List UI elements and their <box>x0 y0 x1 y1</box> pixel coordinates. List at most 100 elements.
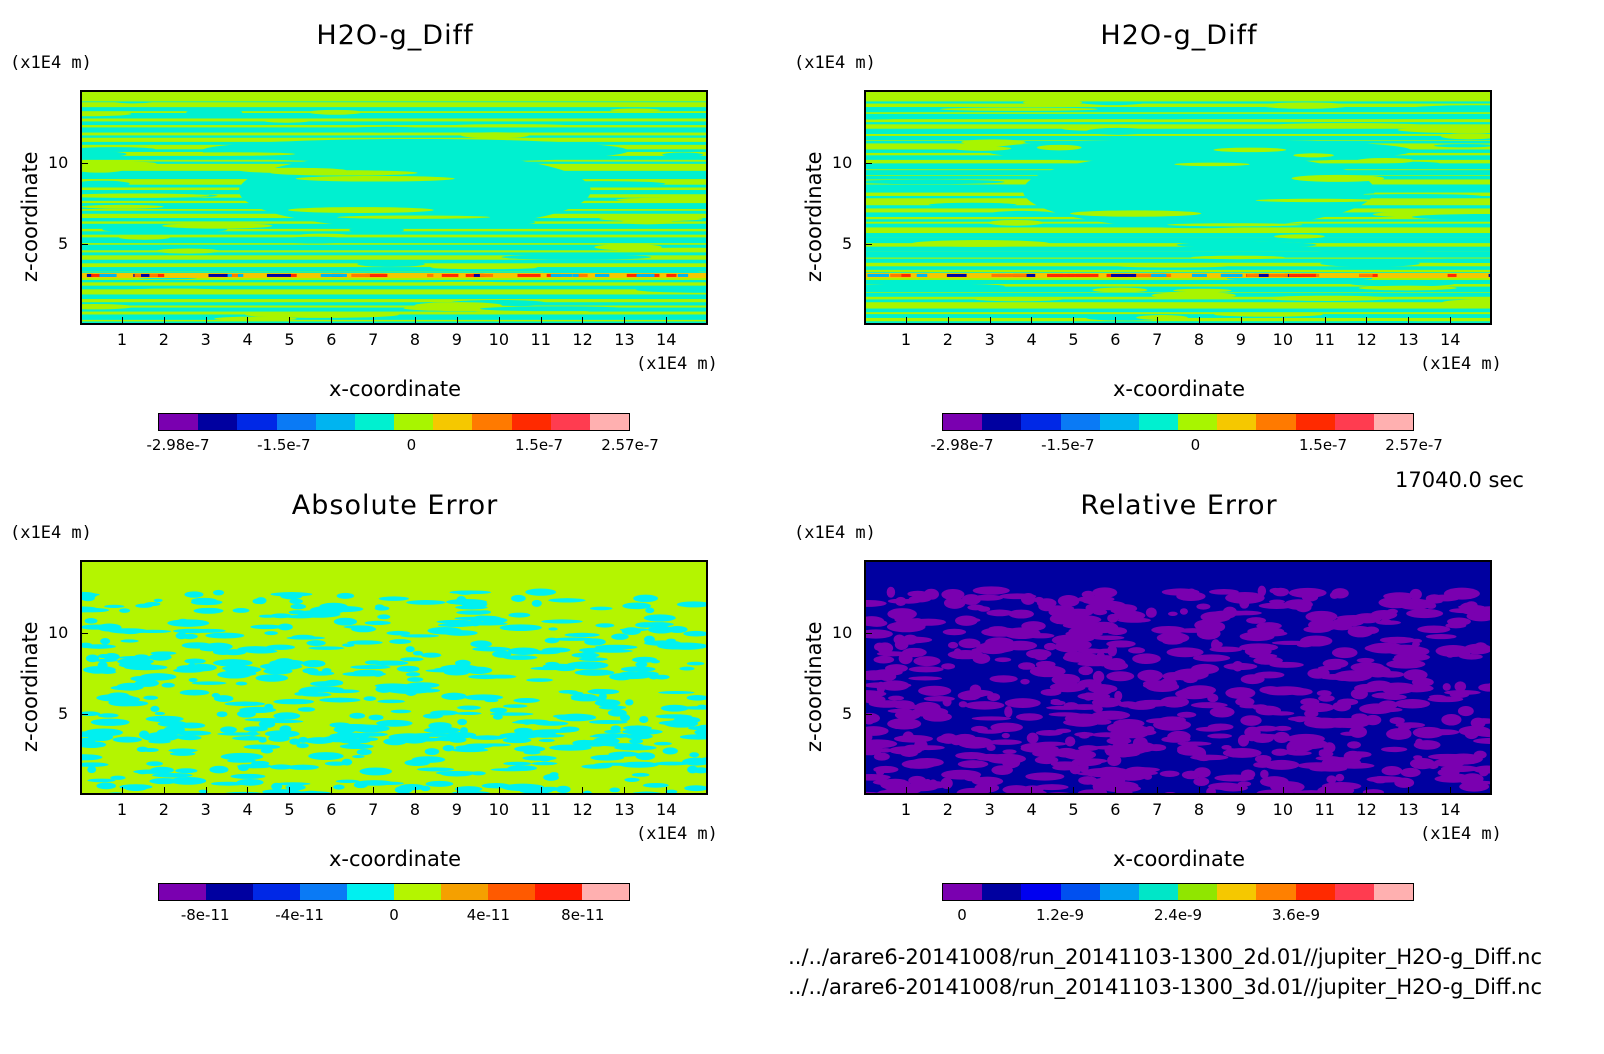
x-tick-mark <box>414 787 416 795</box>
field-band <box>866 258 1490 263</box>
x-axis-label: x-coordinate <box>328 377 461 401</box>
field-band <box>82 314 706 320</box>
colorbar-swatch <box>441 884 488 900</box>
x-tick-label: 8 <box>1193 800 1205 819</box>
x-tick-mark <box>289 317 291 325</box>
x-tick-mark <box>989 317 991 325</box>
y-axis-label: z-coordinate <box>18 621 42 752</box>
x-tick-label: 1 <box>900 330 912 349</box>
colorbar-label: 2.57e-7 <box>601 436 659 454</box>
x-tick-label: 11 <box>1314 330 1335 349</box>
heatmap-field <box>866 92 1490 323</box>
x-unit-label: (x1E4 m) <box>636 824 718 844</box>
field-band <box>82 252 706 256</box>
field-band <box>82 135 706 138</box>
colorbar-swatch <box>535 884 582 900</box>
colorbar-swatch <box>206 884 253 900</box>
colorbar-label: 2.57e-7 <box>1385 436 1443 454</box>
x-tick-label: 3 <box>984 800 995 819</box>
x-tick-mark <box>1366 317 1368 325</box>
x-tick-mark <box>989 787 991 795</box>
chart-title: H2O-g_Diff <box>1100 20 1258 51</box>
colorbar <box>158 413 630 431</box>
y-tick-mark <box>80 243 88 245</box>
x-tick-mark <box>540 317 542 325</box>
colorbar-swatch <box>1178 884 1218 900</box>
x-tick-label: 5 <box>1068 330 1079 349</box>
x-tick-mark <box>247 787 249 795</box>
x-tick-mark <box>414 317 416 325</box>
field-band <box>82 279 706 283</box>
x-tick-label: 11 <box>1314 800 1335 819</box>
x-tick-label: 2 <box>158 330 169 349</box>
field-band <box>82 267 706 272</box>
y-tick-label: 10 <box>832 622 853 642</box>
x-tick-mark <box>1073 787 1075 795</box>
field-band <box>82 285 706 290</box>
x-tick-mark <box>1198 317 1200 325</box>
colorbar-swatch <box>1138 884 1179 900</box>
colorbar-swatch <box>1373 884 1414 900</box>
x-tick-label: 12 <box>572 800 593 819</box>
field-band <box>82 302 706 306</box>
x-tick-label: 3 <box>200 330 211 349</box>
colorbar-swatch <box>347 884 394 900</box>
x-tick-label: 9 <box>1235 330 1246 349</box>
x-tick-mark <box>1408 317 1410 325</box>
colorbar-label: -8e-11 <box>180 906 230 924</box>
field-band <box>866 237 1490 244</box>
field-band <box>866 122 1490 125</box>
field-band <box>866 128 1490 134</box>
colorbar-label: 4e-11 <box>466 906 511 924</box>
x-tick-label: 4 <box>242 800 253 819</box>
y-unit-label: (x1E4 m) <box>794 523 876 543</box>
field-band <box>866 107 1490 113</box>
x-tick-mark <box>1324 317 1326 325</box>
x-tick-label: 7 <box>1152 330 1163 349</box>
x-tick-mark <box>1324 787 1326 795</box>
x-tick-mark <box>1450 317 1452 325</box>
colorbar-swatch <box>237 414 277 430</box>
x-tick-mark <box>205 317 207 325</box>
colorbar-swatch <box>394 414 434 430</box>
colorbar-swatch <box>159 414 199 430</box>
x-tick-mark <box>121 787 123 795</box>
colorbar-swatch <box>1256 414 1296 430</box>
heatmap-field <box>82 92 706 323</box>
colorbar-swatch <box>1021 414 1061 430</box>
x-tick-mark <box>1031 317 1033 325</box>
x-tick-label: 1 <box>116 800 128 819</box>
colorbar-swatch <box>1060 884 1100 900</box>
field-band <box>82 231 706 235</box>
colorbar-swatch <box>1217 414 1257 430</box>
colorbar-swatch <box>1334 884 1374 900</box>
x-tick-label: 12 <box>1356 800 1377 819</box>
x-tick-label: 7 <box>1152 800 1163 819</box>
x-tick-mark <box>456 787 458 795</box>
field-band <box>866 99 1490 104</box>
colorbar-swatch <box>433 414 473 430</box>
x-tick-label: 6 <box>1110 800 1121 819</box>
x-tick-label: 8 <box>409 800 421 819</box>
x-tick-label: 7 <box>368 800 379 819</box>
x-tick-mark <box>540 787 542 795</box>
x-tick-label: 2 <box>942 800 953 819</box>
x-tick-mark <box>247 317 249 325</box>
chart-panel-2: H2O-g_Diff (x1E4 m) z-coordinate 1 2 3 4 5 6 7 8 9 1… <box>784 0 1568 470</box>
colorbar-swatch <box>1295 414 1335 430</box>
x-tick-label: 14 <box>1440 330 1461 349</box>
field-band <box>82 237 706 244</box>
x-tick-label: 2 <box>942 330 953 349</box>
colorbar-label: -4e-11 <box>275 906 324 924</box>
x-tick-label: 11 <box>530 800 551 819</box>
colorbar-swatch <box>488 884 535 900</box>
x-tick-label: 4 <box>1026 800 1037 819</box>
colorbar-swatch <box>198 414 238 430</box>
colorbar <box>942 413 1414 431</box>
field-band <box>82 307 706 312</box>
y-axis-label: z-coordinate <box>802 621 826 752</box>
x-tick-mark <box>905 317 907 325</box>
colorbar-label: 0 <box>406 436 417 454</box>
x-tick-label: 5 <box>284 800 295 819</box>
colorbar-label: 0 <box>389 906 399 924</box>
